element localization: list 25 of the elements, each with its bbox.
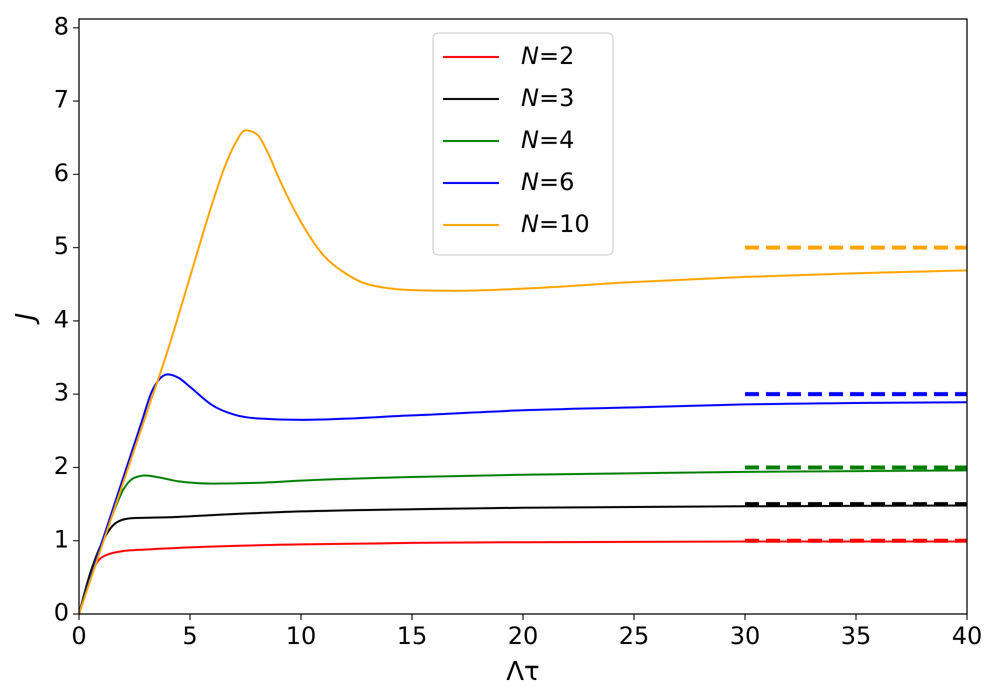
x-tick-label: 5 bbox=[182, 622, 198, 650]
y-tick-label: 8 bbox=[54, 12, 69, 40]
y-tick-label: 2 bbox=[54, 452, 69, 480]
legend-label: N=2 bbox=[521, 42, 574, 70]
legend-label: N=10 bbox=[521, 210, 590, 238]
y-tick-label: 1 bbox=[54, 525, 69, 554]
x-tick-label: 20 bbox=[508, 622, 538, 650]
legend-label: N=6 bbox=[521, 168, 574, 196]
x-tick-label: 40 bbox=[952, 622, 982, 650]
y-tick-label: 3 bbox=[54, 378, 69, 407]
y-tick-label: 4 bbox=[54, 305, 69, 334]
y-axis-title: J bbox=[11, 312, 41, 326]
y-tick-label: 6 bbox=[54, 158, 69, 187]
x-tick-label: 25 bbox=[618, 622, 650, 650]
y-tick-label: 5 bbox=[54, 232, 69, 260]
x-tick-label: 15 bbox=[396, 622, 428, 650]
x-tick-label: 0 bbox=[71, 622, 87, 650]
x-axis-title: Λτ bbox=[506, 657, 540, 687]
y-tick-label: 0 bbox=[54, 598, 69, 627]
x-tick-label: 35 bbox=[840, 622, 872, 650]
x-tick-label: 10 bbox=[286, 622, 316, 650]
legend-label: N=3 bbox=[521, 84, 574, 112]
legend-label: N=4 bbox=[521, 126, 574, 154]
x-tick-label: 30 bbox=[730, 622, 760, 650]
y-tick-label: 7 bbox=[54, 86, 69, 114]
